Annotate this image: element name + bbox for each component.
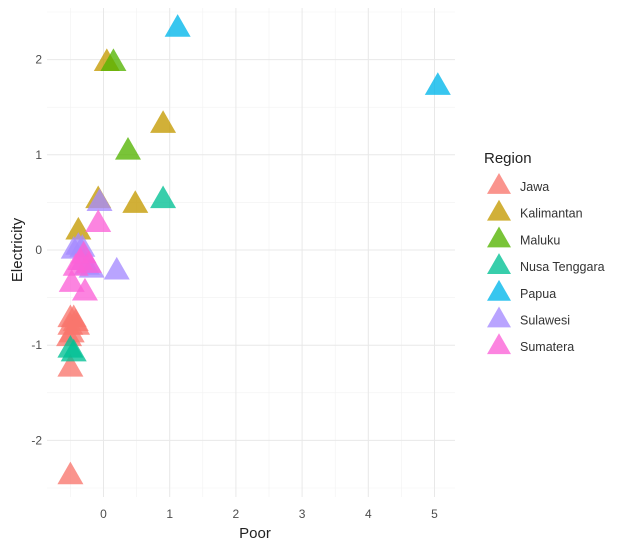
data-point-papua — [424, 72, 451, 95]
legend-key — [487, 199, 511, 221]
x-tick-label: 5 — [431, 507, 438, 521]
y-tick-label: 1 — [35, 148, 42, 162]
axis-ticks: 0 1 2 3 4 5 -2 -1 0 1 2 — [31, 53, 438, 521]
legend-key — [487, 306, 511, 328]
data-point-jawa — [56, 323, 83, 347]
data-point-jawa — [57, 461, 84, 485]
data-point-kalimantan — [65, 216, 92, 240]
legend-label: Sumatera — [520, 340, 574, 354]
y-tick-label: -1 — [31, 338, 42, 352]
data-point-sulawesi — [86, 188, 113, 211]
legend-label: Jawa — [520, 180, 549, 194]
legend: Region Jawa Kalimantan Maluku Nusa Tenggara… — [484, 150, 605, 354]
data-point-maluku — [100, 48, 127, 72]
data-point-nusa-tenggara — [150, 185, 177, 209]
data-point-maluku — [114, 136, 141, 160]
x-tick-label: 4 — [365, 507, 372, 521]
x-tick-label: 3 — [299, 507, 306, 521]
data-point-sumatera — [85, 209, 112, 232]
legend-label: Kalimantan — [520, 207, 583, 221]
data-point-papua — [164, 14, 191, 37]
y-tick-label: 2 — [35, 53, 42, 67]
legend-label: Maluku — [520, 233, 560, 247]
data-point-sumatera — [58, 269, 85, 292]
data-point-kalimantan — [122, 190, 149, 213]
data-point-sumatera — [71, 277, 98, 301]
data-point-sumatera — [75, 250, 102, 273]
grid-lines — [47, 8, 455, 497]
legend-key — [487, 253, 511, 275]
legend-key — [487, 226, 511, 248]
data-points — [56, 14, 451, 485]
data-point-jawa — [57, 354, 84, 377]
legend-key — [487, 173, 511, 194]
legend-label: Sulawesi — [520, 314, 570, 328]
y-tick-label: -2 — [31, 433, 42, 447]
legend-key — [487, 333, 511, 355]
legend-label: Papua — [520, 287, 556, 301]
y-tick-label: 0 — [35, 243, 42, 257]
legend-title: Region — [484, 150, 532, 167]
x-tick-label: 0 — [100, 507, 107, 521]
x-axis-title: Poor — [239, 525, 271, 542]
data-point-nusa-tenggara — [60, 338, 87, 362]
legend-key — [487, 279, 511, 301]
legend-label: Nusa Tenggara — [520, 260, 605, 274]
x-tick-label: 1 — [166, 507, 173, 521]
data-point-sulawesi — [103, 256, 130, 280]
x-tick-label: 2 — [233, 507, 240, 521]
data-point-kalimantan — [150, 110, 177, 133]
y-axis-title: Electricity — [9, 217, 26, 282]
